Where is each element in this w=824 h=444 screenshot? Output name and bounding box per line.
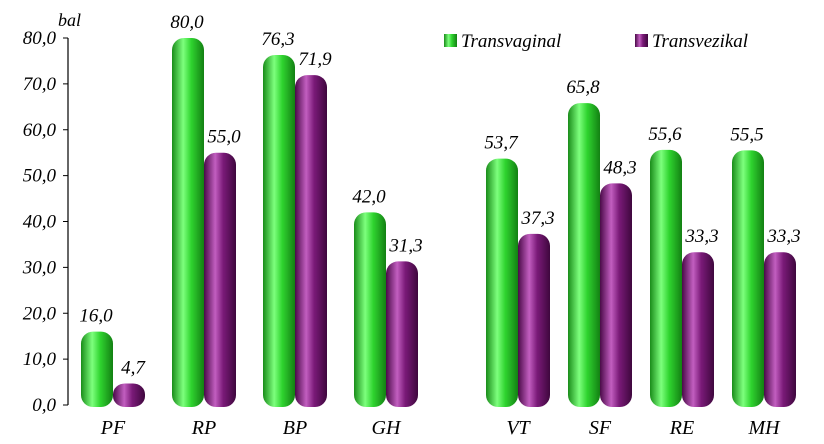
bar-transvaginal-re [650,149,682,407]
category-label-re: RE [669,417,694,439]
bar-transvaginal-gh [354,212,386,407]
y-tick-label: 0,0 [32,395,56,416]
bar-transvezikal-sf [600,183,632,407]
y-tick-label: 30,0 [22,257,57,278]
value-label-transvezikal-vt: 37,3 [520,208,554,229]
bar-transvaginal-sf [568,103,600,407]
value-label-transvezikal-mh: 33,3 [766,226,800,247]
bar-transvaginal-vt [486,158,518,407]
value-label-transvaginal-gh: 42,0 [352,186,386,207]
y-tick-label: 70,0 [23,74,57,95]
bar-transvaginal-pf [81,331,113,407]
bar-transvezikal-re [682,252,714,407]
bar-transvaginal-bp [263,54,295,407]
value-label-transvezikal-re: 33,3 [684,226,718,247]
y-tick-label: 80,0 [23,28,57,49]
y-tick-label: 10,0 [23,349,57,370]
legend-label-transvaginal: Transvaginal [461,31,561,52]
bar-transvaginal-mh [732,150,764,408]
bar-transvezikal-gh [386,261,418,407]
y-tick-label: 40,0 [23,212,57,233]
category-label-vt: VT [506,417,531,439]
bar-transvezikal-pf [113,383,145,407]
category-labels-group: PF RP BP GH VT SF RE MH [100,417,781,439]
value-label-transvezikal-gh: 31,3 [388,235,422,256]
value-label-transvaginal-sf: 65,8 [566,77,600,98]
value-label-transvezikal-bp: 71,9 [298,49,332,70]
bar-transvezikal-mh [764,252,796,407]
value-label-transvaginal-re: 55,6 [648,124,682,145]
bar-transvaginal-rp [172,38,204,407]
y-tick-label: 50,0 [23,166,57,187]
bar-transvezikal-vt [518,233,550,407]
y-tick-label: 60,0 [23,120,57,141]
legend-swatch-transvaginal [444,34,457,47]
category-label-sf: SF [589,417,612,439]
value-label-transvaginal-rp: 80,0 [170,12,204,33]
bar-transvezikal-rp [204,152,236,407]
value-label-transvaginal-pf: 16,0 [79,306,113,327]
category-label-bp: BP [283,417,307,439]
value-label-transvezikal-rp: 55,0 [207,127,241,148]
y-axis-unit-label: bal [58,10,81,30]
category-label-gh: GH [372,417,402,439]
category-label-mh: MH [747,417,781,439]
y-tick-label: 20,0 [23,303,57,324]
value-label-transvaginal-mh: 55,5 [730,124,763,145]
legend-label-transvezikal: Transvezikal [652,31,748,52]
value-labels-group: 16,0 80,0 76,3 42,0 53,7 65,8 55,6 55,5 4,7 55,0 7… [79,12,800,378]
value-label-transvezikal-sf: 48,3 [603,157,636,178]
value-label-transvaginal-vt: 53,7 [484,133,519,154]
value-label-transvaginal-bp: 76,3 [261,29,294,50]
bars-group [81,38,796,408]
category-label-pf: PF [100,417,126,439]
bar-transvezikal-bp [295,75,327,407]
legend-swatch-transvezikal [635,34,648,47]
category-label-rp: RP [191,417,216,439]
legend: Transvaginal Transvezikal [444,31,748,52]
value-label-transvezikal-pf: 4,7 [121,357,146,378]
y-axis-ticks: 0,0 10,0 20,0 30,0 40,0 50,0 60,0 70,0 80,0 [22,28,68,416]
